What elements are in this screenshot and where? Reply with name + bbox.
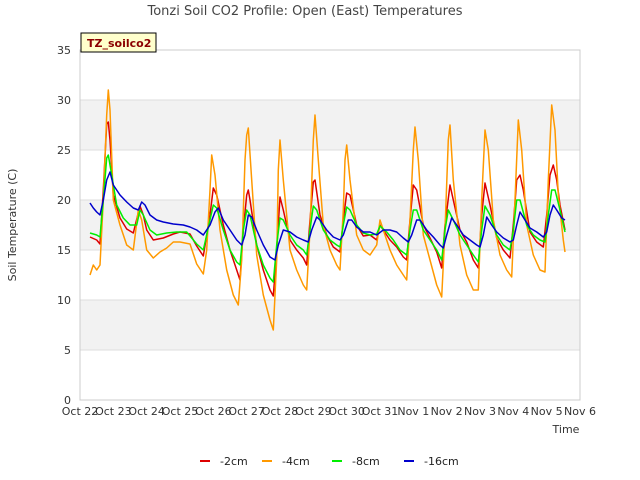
x-tick-label: Oct 26 (195, 405, 232, 418)
y-tick-labels: 0 5 10 15 20 25 30 35 (57, 44, 71, 407)
x-tick-label: Oct 23 (95, 405, 132, 418)
series-line-8cmcm (89, 154, 566, 283)
y-tick-label: 15 (57, 244, 71, 257)
x-tick-label: Oct 29 (295, 405, 332, 418)
series-line-2cmcm (89, 121, 566, 297)
legend-label: -8cm (352, 455, 380, 468)
series-line-16cmcm (89, 171, 566, 261)
x-tick-label: Nov 5 (531, 405, 563, 418)
site-badge-label: TZ_soilco2 (87, 37, 151, 50)
y-tick-label: 10 (57, 294, 71, 307)
y-tick-label: 25 (57, 144, 71, 157)
plot-band (80, 250, 580, 300)
x-tick-label: Oct 25 (162, 405, 199, 418)
x-tick-label: Oct 30 (328, 405, 365, 418)
x-axis-label: Time (552, 423, 580, 436)
x-tick-label: Nov 2 (431, 405, 463, 418)
x-tick-label: Nov 1 (397, 405, 429, 418)
series-line-4cmcm (89, 89, 566, 331)
site-badge-box (80, 32, 157, 53)
chart-title: Tonzi Soil CO2 Profile: Open (East) Temp… (146, 4, 462, 19)
y-tick-label: 30 (57, 94, 71, 107)
site-badge: TZ_soilco2 (80, 32, 157, 53)
plot-band (80, 100, 580, 150)
x-tick-label: Nov 3 (464, 405, 496, 418)
y-axis-label: Soil Temperature (C) (6, 169, 19, 282)
y-tick-label: 35 (57, 44, 71, 57)
legend-label: -2cm (220, 455, 248, 468)
y-tick-label: 5 (64, 344, 71, 357)
x-tick-label: Oct 31 (362, 405, 399, 418)
plot-band (80, 150, 580, 200)
plot-background (80, 50, 580, 400)
x-tick-label: Oct 24 (128, 405, 165, 418)
y-tick-label: 20 (57, 194, 71, 207)
x-tick-label: Nov 4 (497, 405, 529, 418)
x-tick-label: Oct 22 (62, 405, 99, 418)
legend: -2cm -4cm -8cm -16cm (200, 455, 459, 468)
plot-band (80, 350, 580, 400)
legend-label: -16cm (424, 455, 459, 468)
plot-band (80, 300, 580, 350)
x-tick-label: Nov 6 (564, 405, 596, 418)
x-tick-label: Oct 28 (262, 405, 299, 418)
plot-frame (79, 49, 581, 401)
plot-band (80, 50, 580, 100)
legend-label: -4cm (282, 455, 310, 468)
series-group (89, 89, 566, 331)
y-tick-label: 0 (64, 394, 71, 407)
x-tick-label: Oct 27 (228, 405, 265, 418)
